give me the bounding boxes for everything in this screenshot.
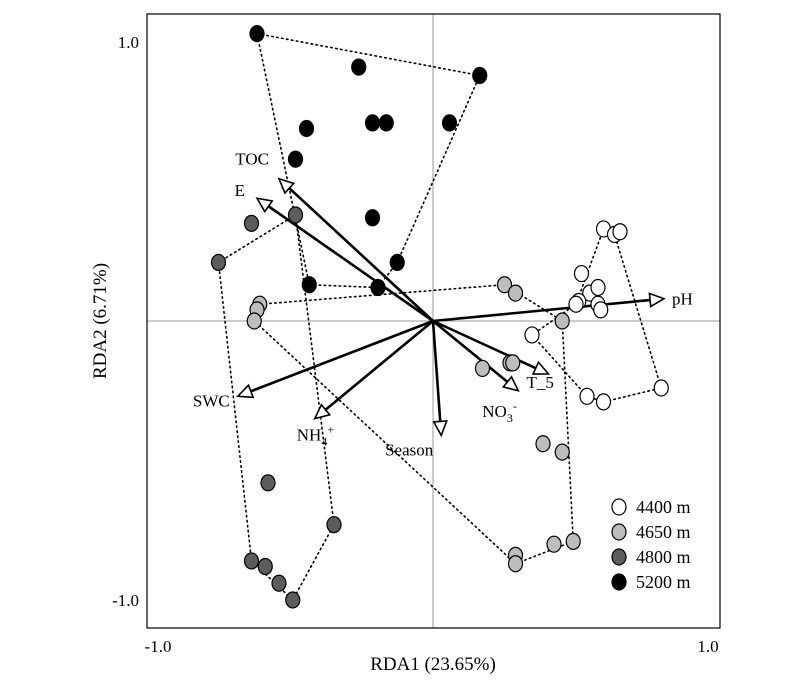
legend-marker-4800-m [611, 548, 627, 566]
point-5200-m-5 [378, 114, 394, 132]
tick-labels: -1.0 1.0 1.0 -1.0 [112, 33, 719, 656]
point-4800-m-8 [271, 574, 287, 592]
point-5200-m-3 [472, 66, 488, 85]
point-4650-m-11 [554, 443, 570, 461]
vector-shaft-ph [432, 298, 651, 323]
y-axis-title: RDA2 (6.71%) [90, 263, 111, 379]
point-4650-m-4 [496, 276, 513, 294]
vector-label-season: Season [385, 440, 434, 459]
point-4800-m-1 [287, 206, 304, 224]
vector-swc [235, 319, 434, 399]
vector-shaft-toc [288, 187, 434, 322]
x-tick-label: 1.0 [697, 637, 718, 656]
vector-label-nh4: NH4+ [297, 423, 335, 449]
legend-marker-5200-m [611, 573, 627, 591]
legend-label-5200-m: 5200 m [636, 572, 691, 592]
point-4400-m-12 [579, 387, 595, 405]
vector-e [255, 197, 434, 323]
point-5200-m-11 [301, 276, 317, 294]
point-5200-m-4 [364, 114, 381, 132]
legend-label-4800-m: 4800 m [636, 547, 691, 567]
point-4800-m-6 [243, 552, 260, 570]
hull-4400-m [530, 228, 663, 403]
point-4650-m-14 [546, 535, 562, 553]
point-4400-m-8 [590, 278, 606, 297]
point-4650-m-9 [505, 354, 521, 372]
plot-frame [146, 13, 721, 629]
point-5200-m-7 [298, 119, 315, 138]
vector-shaft-no3 [432, 319, 509, 383]
vector-label-e: E [235, 181, 245, 200]
x-axis-title: RDA1 (23.65%) [370, 654, 496, 675]
vector-arrowhead-t-5 [531, 360, 551, 375]
sample-points [210, 25, 669, 609]
vector-toc [277, 177, 434, 322]
environment-vectors [235, 177, 666, 438]
vector-shaft-swc [250, 319, 434, 393]
vector-arrowhead-nh4 [313, 403, 332, 420]
vector-arrowhead-no3 [501, 375, 520, 392]
legend: 4400 m 4650 m 4800 m 5200 m [611, 497, 691, 592]
legend-label-4400-m: 4400 m [636, 497, 691, 517]
vector-season [431, 320, 448, 438]
point-4650-m-6 [554, 312, 570, 330]
point-4650-m-10 [535, 435, 551, 453]
point-4800-m-2 [243, 214, 260, 232]
vector-label-no3: NO3- [482, 399, 517, 425]
vector-label-toc: TOC [235, 150, 269, 169]
x-tick-label: -1.0 [145, 637, 172, 656]
point-4400-m-7 [568, 295, 584, 313]
point-4650-m-15 [565, 532, 581, 551]
point-4800-m-9 [285, 591, 301, 609]
vector-label-ph: pH [672, 290, 693, 309]
point-5200-m-12 [370, 278, 386, 297]
legend-marker-4650-m [611, 523, 627, 541]
point-5200-m-2 [351, 58, 367, 76]
point-4400-m-4 [573, 264, 590, 283]
vector-label-t-5: T_5 [527, 373, 554, 392]
point-4650-m-13 [507, 555, 524, 573]
vector-arrowhead-ph [648, 292, 666, 308]
y-tick-label: -1.0 [112, 591, 139, 610]
point-5200-m-9 [364, 209, 381, 227]
point-5200-m-10 [389, 253, 405, 272]
vector-labels: TOC EpH SWC NH4+ Season NO3- T_5 [193, 150, 693, 460]
vector-arrowhead-season [432, 420, 448, 438]
vector-no3 [432, 319, 520, 392]
point-4400-m-14 [653, 379, 669, 397]
hull-4650-m [253, 283, 575, 565]
vector-arrowhead-swc [235, 383, 255, 399]
vector-label-swc: SWC [193, 391, 230, 410]
vector-nh4 [313, 319, 434, 420]
hull-4800-m [217, 214, 335, 602]
point-4400-m-3 [612, 223, 628, 241]
point-4400-m-13 [595, 393, 612, 411]
point-4800-m-7 [257, 557, 273, 576]
vector-arrowhead-toc [277, 177, 296, 195]
point-4800-m-3 [210, 253, 227, 272]
point-4650-m-8 [474, 359, 491, 378]
vector-shaft-season [431, 320, 442, 422]
hull-5200-m [256, 32, 481, 289]
vector-shaft-e [267, 205, 434, 323]
legend-marker-4400-m [611, 498, 627, 516]
point-4650-m-5 [507, 284, 524, 302]
point-5200-m-6 [441, 114, 458, 132]
point-4800-m-4 [260, 474, 276, 492]
point-5200-m-8 [287, 150, 304, 168]
point-4650-m-3 [246, 312, 262, 330]
vector-shaft-nh4 [324, 319, 434, 411]
vector-arrowhead-e [255, 197, 274, 214]
legend-label-4650-m: 4650 m [636, 522, 691, 542]
point-4400-m-11 [524, 326, 540, 344]
point-4400-m-10 [593, 301, 609, 319]
y-tick-label: 1.0 [118, 33, 139, 52]
hull-polygons [217, 32, 663, 602]
point-5200-m-1 [249, 25, 265, 43]
point-4800-m-5 [326, 516, 342, 534]
vector-ph [432, 292, 666, 323]
